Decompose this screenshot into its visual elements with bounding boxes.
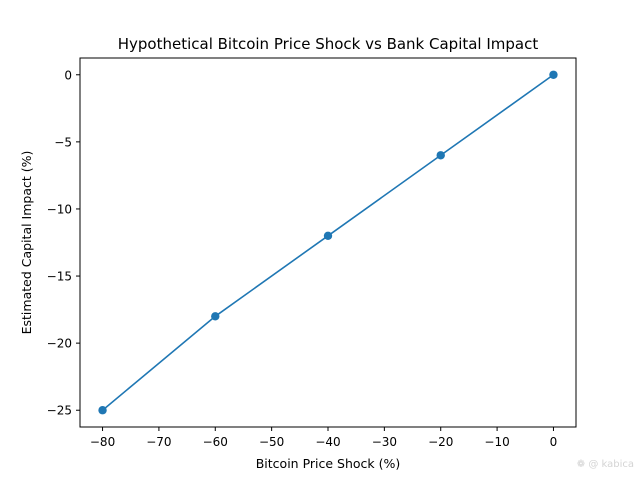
- y-tick-label: 0: [64, 68, 72, 82]
- x-tick-label: −60: [203, 435, 228, 449]
- plot-frame: [79, 57, 577, 428]
- watermark: ❁ @ kabica: [576, 459, 634, 470]
- data-point: [98, 406, 107, 415]
- y-tick-label: −5: [54, 135, 72, 149]
- y-tick-label: −25: [47, 404, 72, 418]
- x-tick-label: 0: [550, 435, 558, 449]
- y-tick-label: −10: [47, 202, 72, 216]
- x-tick-label: −50: [259, 435, 284, 449]
- x-tick-label: −30: [372, 435, 397, 449]
- data-point: [549, 70, 558, 79]
- plot-area: −80 −70 −60 −50 −40 −30 −20 −10 0−25−20−15−10−50: [47, 68, 558, 449]
- data-point: [436, 151, 445, 160]
- y-tick-label: −20: [47, 337, 72, 351]
- x-tick-label: −40: [315, 435, 340, 449]
- x-tick-label: −20: [428, 435, 453, 449]
- y-tick-label: −15: [47, 270, 72, 284]
- y-axis-label: Estimated Capital Impact (%): [19, 151, 34, 335]
- data-point: [323, 231, 333, 240]
- data-point: [211, 312, 220, 321]
- x-tick-label: −80: [90, 435, 115, 449]
- x-tick-label: −10: [484, 435, 509, 449]
- x-axis-label: Bitcoin Price Shock (%): [256, 456, 401, 471]
- chart-title: Hypothetical Bitcoin Price Shock vs Bank…: [118, 35, 539, 53]
- x-tick-label: −70: [146, 435, 171, 449]
